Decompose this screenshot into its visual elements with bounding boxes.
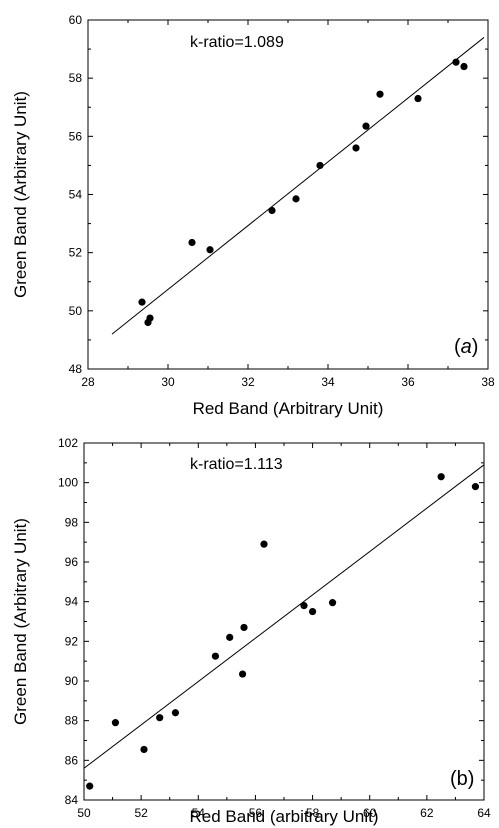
- x-tick-label: 56: [249, 806, 263, 820]
- data-point: [240, 623, 248, 632]
- y-tick-label: 84: [65, 793, 79, 807]
- data-point: [414, 94, 422, 103]
- y-tick-label: 98: [65, 515, 79, 529]
- x-tick-label: 54: [192, 806, 206, 820]
- data-point: [156, 714, 164, 722]
- y-tick-label: 96: [65, 555, 79, 569]
- data-point: [292, 195, 300, 203]
- panel-label-letter: a: [461, 336, 472, 358]
- panel-label: (b): [450, 768, 474, 790]
- y-tick-label: 56: [69, 129, 83, 143]
- x-tick-label: 62: [420, 806, 434, 820]
- data-point: [238, 670, 247, 678]
- k-ratio-annotation: k-ratio=1.113: [190, 456, 283, 473]
- x-tick-label: 38: [481, 375, 495, 389]
- data-point: [308, 607, 317, 616]
- x-tick-label: 32: [241, 375, 255, 389]
- y-tick-label: 58: [69, 71, 83, 85]
- data-point: [140, 745, 148, 754]
- data-point: [460, 62, 468, 71]
- chart-panel-a: 28 30 32 34 36 38 48 50 52 54 56 58 60 k-ratio=1.089 (…: [11, 13, 495, 418]
- fit-line: [83, 464, 485, 769]
- y-tick-label: 52: [69, 246, 83, 260]
- x-tick-label: 58: [306, 806, 320, 820]
- x-axis-title: Red Band (Arbitrary Unit): [193, 399, 384, 418]
- x-axis-title: Red Band (arbitrary Unit): [190, 807, 379, 826]
- y-tick-label: 88: [65, 714, 79, 728]
- data-point: [352, 144, 360, 152]
- data-point: [362, 122, 370, 130]
- y-tick-label: 102: [58, 436, 78, 450]
- y-tick-label: 86: [65, 753, 79, 767]
- x-tick-label: 60: [363, 806, 377, 820]
- y-tick-label: 92: [65, 634, 79, 648]
- data-point: [188, 238, 196, 247]
- y-tick-label: 94: [65, 595, 79, 609]
- x-tick-label: 34: [321, 375, 335, 389]
- y-tick-label: 90: [65, 674, 79, 688]
- y-axis-title: Green Band (Arbitrary Unit): [11, 518, 30, 725]
- data-point: [437, 473, 445, 481]
- data-point: [268, 206, 276, 215]
- y-tick-label: 54: [69, 188, 83, 202]
- fit-line: [111, 37, 485, 335]
- y-tick-label: 60: [69, 13, 83, 27]
- x-tick-label: 28: [81, 375, 95, 389]
- data-point: [300, 602, 308, 610]
- panel-label: (a): [454, 336, 478, 358]
- x-tick-label: 64: [477, 806, 491, 820]
- x-tick-label: 50: [77, 806, 91, 820]
- data-point: [376, 90, 384, 98]
- data-point: [146, 314, 154, 322]
- x-tick-label: 52: [134, 806, 148, 820]
- data-point: [260, 540, 268, 548]
- x-tick-label: 36: [401, 375, 415, 389]
- data-point: [471, 483, 480, 491]
- chart-panel-b: 50 52 54 56 58 60 62 64 84 86 88 90 92 94 96 98 100 102 k-…: [11, 436, 491, 826]
- x-tick-label: 30: [161, 375, 175, 389]
- data-point: [111, 719, 120, 727]
- y-tick-label: 100: [58, 476, 78, 490]
- y-tick-label: 50: [69, 304, 83, 318]
- data-point: [86, 782, 94, 790]
- k-ratio-annotation: k-ratio=1.089: [190, 34, 284, 51]
- data-point: [206, 246, 214, 254]
- data-point: [316, 161, 324, 170]
- data-point: [211, 652, 220, 660]
- panel-label-close: ): [472, 336, 479, 358]
- data-point: [171, 709, 180, 717]
- data-point: [138, 298, 146, 306]
- data-point: [452, 58, 460, 66]
- y-axis-title: Green Band (Arbitrary Unit): [11, 91, 30, 298]
- y-tick-label: 48: [69, 362, 83, 376]
- data-point: [226, 633, 234, 641]
- data-point: [328, 599, 337, 607]
- panel-label-open: (: [454, 336, 461, 358]
